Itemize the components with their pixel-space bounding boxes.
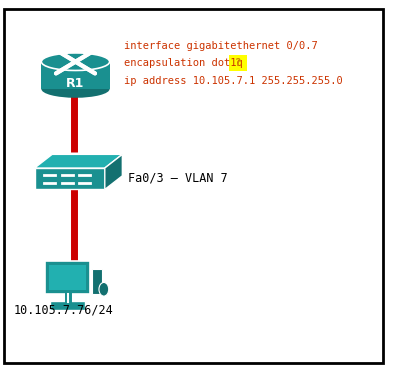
FancyBboxPatch shape — [4, 9, 383, 363]
Text: R1: R1 — [66, 77, 85, 90]
Polygon shape — [35, 154, 122, 168]
Text: ip address 10.105.7.1 255.255.255.0: ip address 10.105.7.1 255.255.255.0 — [124, 76, 343, 86]
FancyBboxPatch shape — [229, 55, 247, 71]
FancyBboxPatch shape — [41, 62, 110, 89]
Polygon shape — [105, 154, 122, 189]
FancyBboxPatch shape — [49, 265, 86, 290]
FancyBboxPatch shape — [45, 261, 90, 294]
Ellipse shape — [41, 80, 110, 98]
Ellipse shape — [41, 53, 110, 70]
Text: 10.105.7.76/24: 10.105.7.76/24 — [13, 303, 114, 316]
Ellipse shape — [99, 282, 109, 296]
Text: Fa0/3 – VLAN 7: Fa0/3 – VLAN 7 — [128, 171, 228, 184]
Text: ?: ? — [235, 58, 241, 68]
FancyBboxPatch shape — [92, 269, 102, 294]
FancyBboxPatch shape — [50, 301, 85, 310]
Polygon shape — [35, 168, 105, 189]
Text: interface gigabitethernet 0/0.7: interface gigabitethernet 0/0.7 — [124, 41, 318, 51]
Text: encapsulation dot1q: encapsulation dot1q — [124, 58, 249, 68]
